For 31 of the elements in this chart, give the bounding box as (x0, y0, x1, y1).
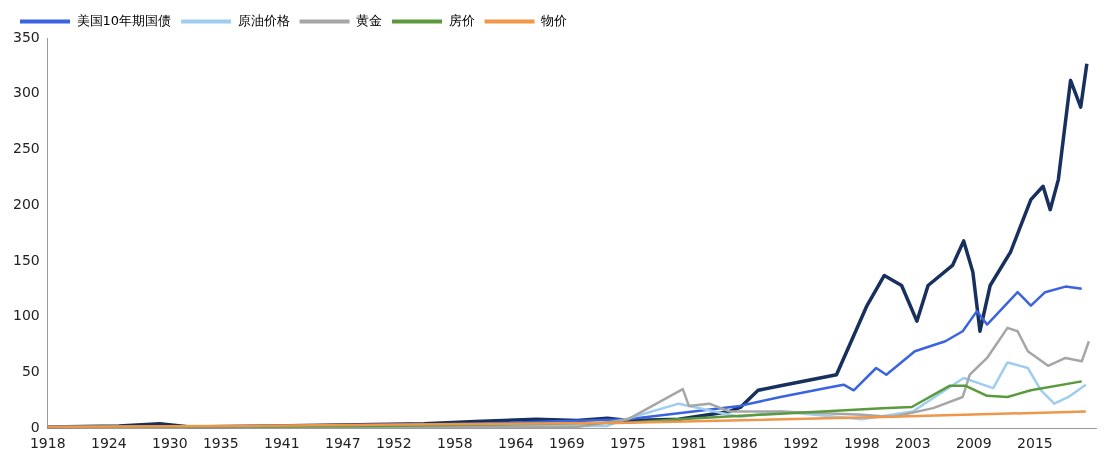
legend-label: 房价 (448, 12, 475, 28)
x-tick-label: 1969 (548, 435, 585, 452)
legend-label: 物价 (541, 12, 568, 28)
y-tick-label: 200 (12, 195, 40, 212)
x-tick-label: 2009 (956, 435, 992, 452)
x-tick-label: 1986 (721, 435, 758, 452)
x-tick-label: 1930 (152, 435, 188, 452)
x-tick-label: 1958 (437, 435, 473, 452)
x-tick-label: 1941 (263, 435, 300, 452)
y-tick-label: 250 (12, 140, 40, 157)
x-tick-label: 1975 (610, 435, 646, 452)
y-tick-label: 100 (12, 307, 40, 324)
x-tick-label: 2015 (1017, 435, 1053, 452)
x-tick-label: 1918 (29, 435, 66, 452)
x-tick-label: 1998 (844, 435, 880, 452)
y-tick-label: 300 (12, 84, 40, 101)
y-tick-label: 350 (12, 28, 40, 45)
y-tick-label: 0 (30, 418, 40, 435)
x-tick-label: 1924 (90, 435, 127, 452)
x-tick-label: 1935 (202, 435, 239, 452)
legend-label: 黄金 (356, 12, 383, 28)
y-tick-label: 150 (12, 251, 40, 268)
x-tick-label: 1964 (498, 435, 534, 452)
x-tick-label: 1952 (375, 435, 412, 452)
legend-label: 美国10年期国债 (76, 12, 172, 28)
x-tick-label: 1947 (325, 435, 361, 452)
legend-label: 原油价格 (237, 12, 290, 28)
y-tick-label: 50 (21, 363, 40, 380)
x-tick-label: 1981 (671, 435, 707, 452)
x-tick-label: 1992 (783, 435, 819, 452)
x-tick-label: 2003 (894, 435, 931, 452)
